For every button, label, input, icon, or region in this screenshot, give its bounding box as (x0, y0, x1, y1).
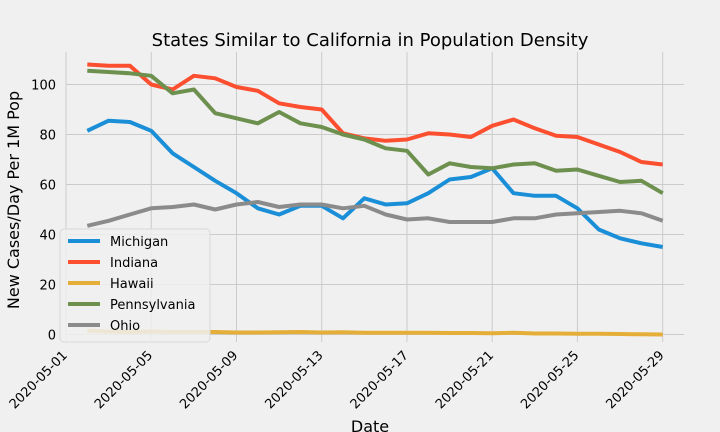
y-tick-label: 20 (39, 279, 56, 294)
y-tick-label: 40 (39, 229, 56, 244)
legend-box (59, 228, 211, 343)
legend-label: Ohio (110, 319, 140, 334)
legend-label: Pennsylvania (110, 298, 195, 313)
y-tick-label: 60 (39, 179, 56, 194)
legend-label: Indiana (110, 256, 158, 271)
legend: Michigan Indiana Hawaii Pennsylvania Ohio (59, 228, 211, 343)
series-line-michigan (86, 118, 664, 249)
y-axis-label: New Cases/Day Per 1M Pop (4, 91, 23, 309)
legend-label: Hawaii (110, 277, 154, 292)
chart-title: States Similar to California in Populati… (152, 30, 589, 51)
legend-label: Michigan (110, 235, 168, 250)
series-layer (86, 62, 664, 337)
x-axis-label: Date (351, 417, 389, 432)
series-line-pennsylvania (87, 68, 664, 195)
series-line-ohio (86, 200, 664, 228)
y-tick-label: 80 (39, 129, 56, 144)
series-line-indiana (87, 62, 663, 167)
y-tick-label: 0 (48, 329, 56, 344)
y-tick-label: 100 (31, 79, 56, 94)
